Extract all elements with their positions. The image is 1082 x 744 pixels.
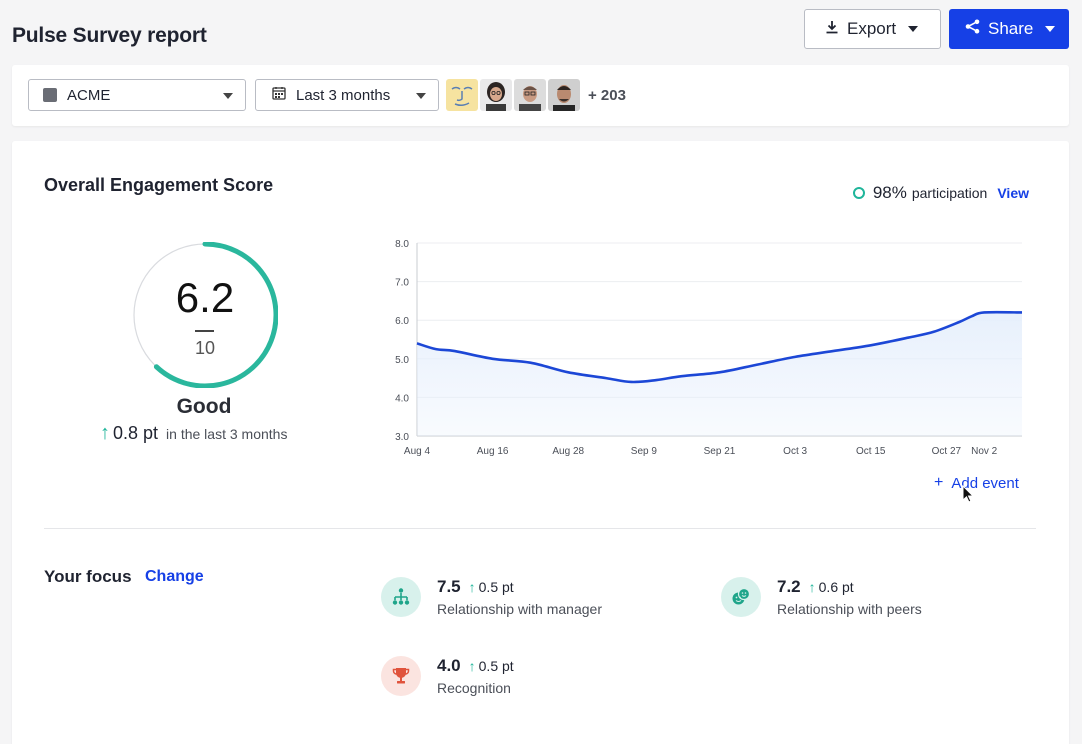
delta-value: 0.8 pt bbox=[113, 423, 159, 443]
series-line bbox=[416, 310, 1023, 384]
arrow-up-icon: ↑ bbox=[468, 658, 476, 674]
focus-label: Relationship with manager bbox=[437, 601, 602, 617]
gauge-progress bbox=[153, 242, 278, 388]
focus-label: Recognition bbox=[437, 680, 511, 696]
engagement-card: Overall Engagement Score 98% participati… bbox=[12, 141, 1069, 744]
focus-item-recognition[interactable]: 4.0 ↑ 0.5 pt Recognition bbox=[381, 656, 514, 696]
y-tick-label: 8.0 bbox=[395, 239, 409, 250]
avatar[interactable] bbox=[548, 79, 580, 111]
download-icon bbox=[825, 19, 839, 39]
share-icon bbox=[965, 19, 980, 39]
date-range-select[interactable]: Last 3 months bbox=[255, 79, 439, 111]
add-event-button[interactable]: + Add event bbox=[934, 474, 1019, 492]
org-chart-icon bbox=[381, 577, 421, 617]
x-tick-label: Sep 21 bbox=[704, 446, 736, 457]
change-focus-link[interactable]: Change bbox=[145, 568, 204, 585]
focus-item-relationship-manager[interactable]: 7.5 ↑ 0.5 pt Relationship with manager bbox=[381, 577, 602, 617]
date-range-value: Last 3 months bbox=[296, 86, 391, 104]
focus-label: Relationship with peers bbox=[777, 601, 922, 617]
avatar[interactable] bbox=[446, 79, 478, 111]
participation-label: participation bbox=[911, 185, 988, 201]
x-tick-label: Aug 28 bbox=[552, 446, 584, 457]
y-tick-label: 3.0 bbox=[395, 432, 409, 443]
series-area bbox=[417, 312, 1022, 436]
y-tick-label: 7.0 bbox=[395, 278, 409, 289]
engagement-score: 6.2 bbox=[175, 274, 235, 321]
focus-delta: 0.5 pt bbox=[478, 658, 514, 674]
focus-score: 7.5 bbox=[437, 577, 461, 596]
avatar[interactable] bbox=[480, 79, 512, 111]
filter-bar: ACME Last 3 months + 203 bbox=[12, 65, 1069, 126]
x-tick-label: Aug 4 bbox=[404, 446, 431, 457]
section-divider bbox=[44, 528, 1036, 529]
x-tick-label: Oct 27 bbox=[932, 446, 962, 457]
export-button[interactable]: Export bbox=[804, 9, 941, 49]
arrow-up-icon: ↑ bbox=[100, 422, 110, 444]
arrow-up-icon: ↑ bbox=[468, 579, 476, 595]
chevron-down-icon bbox=[416, 93, 426, 99]
chevron-down-icon bbox=[908, 26, 919, 32]
delta-description: in the last 3 months bbox=[166, 426, 288, 442]
y-tick-label: 5.0 bbox=[395, 355, 409, 366]
calendar-icon bbox=[272, 86, 286, 104]
avatar[interactable] bbox=[514, 79, 546, 111]
plus-icon: + bbox=[934, 474, 944, 491]
page-title: Pulse Survey report bbox=[12, 24, 207, 47]
x-tick-label: Sep 9 bbox=[631, 446, 658, 457]
x-tick-label: Oct 15 bbox=[856, 446, 886, 457]
score-delta: ↑ 0.8 pt in the last 3 months bbox=[100, 422, 287, 445]
chevron-down-icon bbox=[1045, 26, 1056, 32]
share-label: Share bbox=[988, 19, 1034, 38]
section-title: Overall Engagement Score bbox=[44, 175, 274, 195]
participation-ring-icon bbox=[852, 187, 865, 199]
arrow-up-icon: ↑ bbox=[808, 579, 816, 595]
focus-delta: 0.6 pt bbox=[818, 579, 854, 595]
mouse-cursor-icon bbox=[962, 485, 974, 503]
score-gauge bbox=[133, 242, 278, 388]
x-tick-label: Aug 16 bbox=[477, 446, 509, 457]
score-rating: Good bbox=[176, 395, 232, 418]
avatar-overflow-count[interactable]: + 203 bbox=[588, 86, 626, 104]
export-label: Export bbox=[847, 19, 897, 38]
participation-value: 98% bbox=[872, 183, 907, 202]
participation-summary: 98% participation View bbox=[852, 183, 1029, 203]
y-tick-label: 6.0 bbox=[395, 316, 409, 327]
organization-swatch bbox=[43, 88, 57, 102]
x-tick-label: Nov 2 bbox=[971, 446, 998, 457]
add-event-label: Add event bbox=[951, 474, 1019, 492]
focus-score: 4.0 bbox=[437, 656, 461, 675]
focus-title: Your focus bbox=[44, 567, 132, 586]
y-tick-label: 4.0 bbox=[395, 393, 409, 404]
score-divider bbox=[195, 330, 214, 332]
view-participation-link[interactable]: View bbox=[997, 185, 1029, 201]
share-button[interactable]: Share bbox=[949, 9, 1069, 49]
x-tick-label: Oct 3 bbox=[783, 446, 807, 457]
organization-select[interactable]: ACME bbox=[28, 79, 246, 111]
focus-item-relationship-peers[interactable]: 7.2 ↑ 0.6 pt Relationship with peers bbox=[721, 577, 922, 617]
engagement-trend-chart: 8.0 7.0 6.0 5.0 4.0 3.0 Aug 4 Aug 16 Aug 28 Sep 9… bbox=[395, 239, 1023, 457]
focus-score: 7.2 bbox=[777, 577, 801, 596]
trophy-icon bbox=[381, 656, 421, 696]
peers-icon bbox=[721, 577, 761, 617]
focus-delta: 0.5 pt bbox=[478, 579, 514, 595]
participants-avatars[interactable]: + 203 bbox=[446, 79, 626, 111]
chevron-down-icon bbox=[223, 93, 233, 99]
organization-value: ACME bbox=[67, 86, 111, 104]
score-max: 10 bbox=[194, 338, 216, 358]
